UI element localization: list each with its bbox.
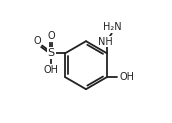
Text: O: O [47, 31, 55, 41]
Text: OH: OH [119, 72, 134, 82]
Text: OH: OH [44, 65, 59, 75]
Text: S: S [47, 48, 55, 58]
Text: H₂N: H₂N [103, 22, 122, 32]
Text: O: O [33, 36, 41, 46]
Text: NH: NH [98, 37, 113, 46]
